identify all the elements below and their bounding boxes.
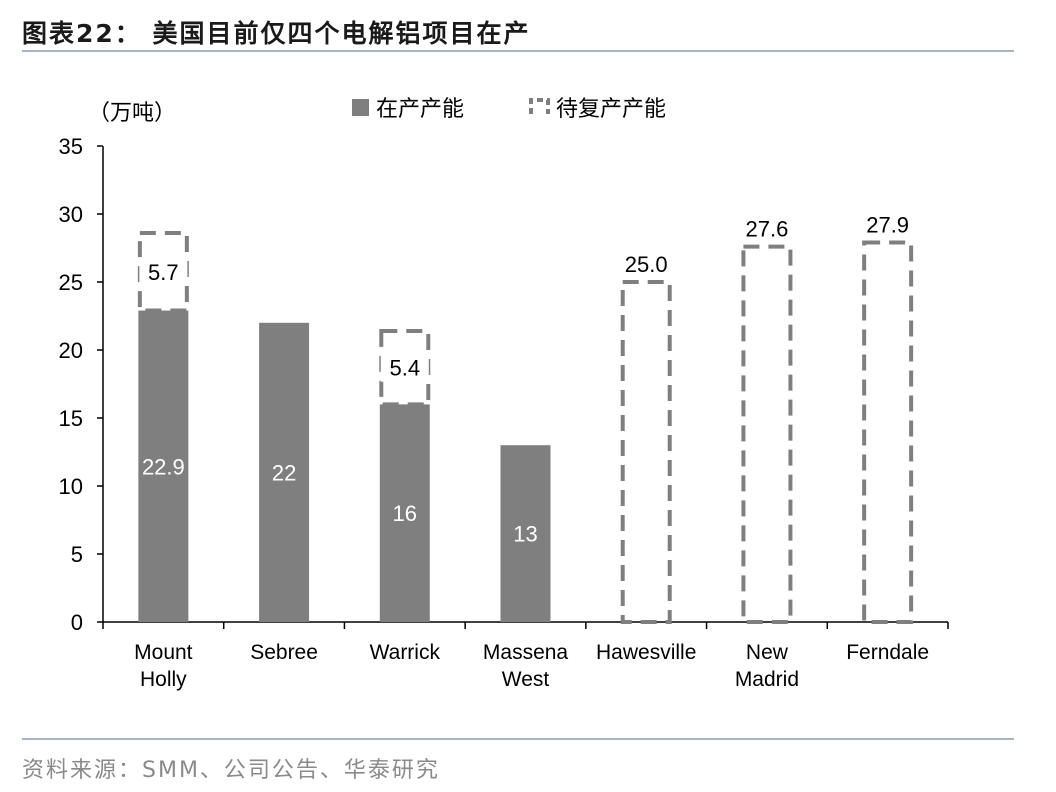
data-label-bg: [139, 257, 188, 286]
bar-operating: [500, 445, 551, 622]
data-label-bg: [380, 353, 429, 382]
source-rule: [22, 738, 1014, 740]
data-label-operating: 22.9: [142, 454, 185, 479]
category-label: Ferndale: [846, 641, 929, 664]
legend: 在产产能 待复产产能: [352, 97, 666, 122]
legend-swatch-solid: [352, 99, 369, 116]
data-label-restart: 25.0: [625, 252, 668, 277]
y-tick-label: 20: [59, 338, 83, 363]
legend-swatch-dashed: [529, 98, 550, 114]
category-labels: Mount Holly Sebree Warrick Massena West Hawesv…: [134, 641, 929, 691]
category-label: Holly: [140, 668, 187, 691]
category-label: West: [502, 668, 550, 691]
axes: 0 5 10 15 20 25 30 35: [59, 134, 949, 635]
data-label-restart: 27.9: [866, 213, 909, 238]
source-note: 资料来源：SMM、公司公告、华泰研究: [22, 758, 440, 783]
bar-operating: [138, 310, 189, 622]
y-tick-label: 25: [59, 270, 83, 295]
bar-operating: [379, 404, 430, 622]
data-label-restart: 5.7: [148, 260, 179, 285]
data-label-operating: 16: [393, 501, 417, 526]
y-tick-label: 30: [59, 202, 83, 227]
bar-restart: [741, 244, 793, 624]
category-label: Sebree: [250, 641, 318, 664]
data-label-restart: 27.6: [746, 217, 789, 242]
y-tick-label: 10: [59, 474, 83, 499]
data-labels: 22.9 5.7 22 16 5.4 13 25.0 27.6 27.9: [139, 213, 909, 547]
category-label: Mount: [134, 641, 193, 664]
bars: [137, 231, 914, 624]
y-tick-label: 35: [59, 134, 83, 159]
category-label: Madrid: [735, 668, 799, 691]
title-rule: [22, 50, 1014, 52]
bar-restart: [862, 240, 914, 624]
bar-operating: [259, 322, 310, 622]
legend-label-restart: 待复产产能: [556, 97, 666, 122]
category-label: Hawesville: [596, 641, 696, 664]
category-label: New: [746, 641, 789, 664]
category-label: Massena: [483, 641, 569, 664]
category-label: Warrick: [370, 641, 441, 664]
y-tick-label: 15: [59, 406, 83, 431]
chart-title: 图表22： 美国目前仅四个电解铝项目在产: [22, 19, 531, 48]
data-label-operating: 22: [272, 460, 296, 485]
y-unit-label: （万吨）: [88, 101, 176, 126]
y-tick-label: 0: [71, 610, 83, 635]
data-label-operating: 13: [513, 522, 537, 547]
legend-label-operating: 在产产能: [376, 97, 464, 122]
y-tick-label: 5: [71, 542, 83, 567]
bar-restart: [620, 280, 672, 624]
data-label-restart: 5.4: [389, 356, 420, 381]
